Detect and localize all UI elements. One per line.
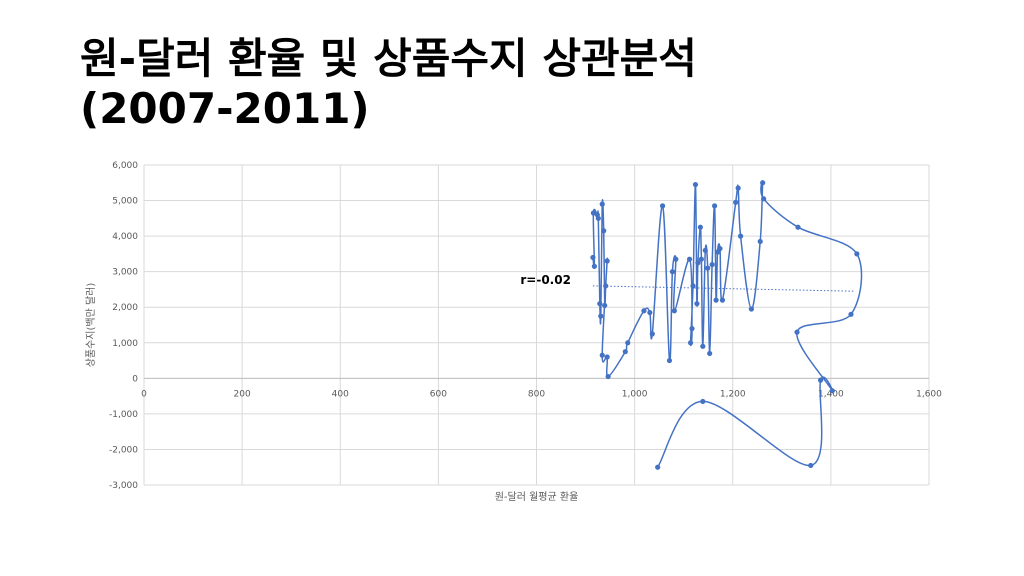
data-point — [605, 373, 611, 380]
y-tick-label: 2,000 — [112, 303, 138, 313]
data-point — [817, 377, 824, 383]
data-point — [687, 340, 694, 346]
y-axis-tick-labels: -3,000 -2,000 -1,000 0 1,000 2,000 3,000 4,000 5… — [109, 161, 138, 491]
data-point — [795, 224, 801, 230]
x-tick-label: 0 — [141, 389, 147, 399]
slide-title: 원-달러 환율 및 상품수지 상관분석 (2007-2011) — [80, 34, 697, 134]
y-tick-label: -2,000 — [109, 445, 138, 455]
data-point — [711, 203, 718, 209]
data-point — [690, 283, 696, 289]
data-point — [649, 331, 655, 337]
y-tick-label: 0 — [132, 374, 138, 384]
data-point — [713, 297, 719, 303]
data-point — [717, 245, 723, 252]
data-point — [738, 233, 744, 239]
data-point — [709, 261, 715, 268]
data-point — [707, 350, 713, 357]
data-point — [647, 309, 653, 316]
data-point — [702, 247, 708, 253]
data-point — [719, 297, 726, 303]
data-point — [748, 306, 754, 312]
data-point — [659, 203, 666, 209]
data-point — [603, 283, 609, 289]
x-tick-label: 1,000 — [622, 389, 648, 399]
data-point — [808, 462, 814, 469]
series-line — [592, 180, 863, 468]
data-point — [601, 228, 607, 234]
x-tick-label: 400 — [332, 389, 349, 399]
data-point — [625, 340, 631, 346]
x-tick-label: 1,200 — [720, 389, 746, 399]
data-point — [700, 343, 706, 349]
y-tick-label: 4,000 — [112, 232, 138, 242]
data-point — [673, 256, 679, 262]
data-point — [695, 260, 701, 266]
data-point — [733, 199, 739, 205]
x-tick-label: 1,600 — [916, 389, 942, 399]
data-point — [692, 181, 699, 188]
y-tick-label: -1,000 — [109, 410, 138, 420]
data-point — [604, 258, 610, 264]
data-point — [794, 329, 800, 335]
data-point — [671, 308, 677, 314]
data-point — [705, 265, 711, 271]
data-point — [622, 349, 628, 355]
y-tick-label: 5,000 — [112, 197, 138, 207]
y-tick-label: 6,000 — [112, 161, 138, 171]
data-point — [595, 215, 601, 221]
data-point — [655, 464, 661, 470]
data-point — [686, 256, 693, 262]
x-tick-label: 600 — [430, 389, 447, 399]
slide-title-line1: 원-달러 환율 및 상품수지 상관분석 — [80, 34, 697, 83]
trendline-label: r=-0.02 — [520, 273, 571, 287]
x-axis-tick-labels: 0 200 400 600 800 1,000 1,200 1,400 1,600 — [141, 389, 942, 399]
data-point — [590, 210, 597, 216]
data-point — [700, 398, 706, 405]
data-point — [591, 263, 597, 269]
data-point — [599, 352, 605, 358]
data-point — [604, 354, 610, 360]
data-point — [599, 201, 605, 207]
data-point — [694, 301, 700, 307]
y-axis-title: 상품수지(백만 달러) — [85, 283, 97, 368]
x-tick-label: 200 — [234, 389, 251, 399]
data-point — [697, 224, 703, 230]
data-point — [848, 311, 854, 317]
x-tick-label: 800 — [528, 389, 545, 399]
data-point — [854, 251, 860, 257]
data-point — [641, 308, 647, 314]
x-axis-title: 원-달러 월평균 환율 — [495, 491, 579, 503]
data-point — [689, 325, 695, 332]
data-point — [735, 185, 741, 191]
series-markers — [590, 180, 860, 470]
chart-gridlines — [143, 164, 930, 486]
data-point — [761, 196, 767, 202]
data-point — [590, 254, 596, 261]
y-tick-label: 1,000 — [112, 339, 138, 349]
data-point — [666, 357, 673, 364]
y-tick-label: -3,000 — [109, 481, 138, 491]
data-point — [598, 313, 604, 319]
slide-title-line2: (2007-2011) — [80, 84, 370, 133]
data-point — [829, 388, 835, 394]
data-point — [698, 256, 704, 262]
data-point — [760, 180, 766, 186]
data-point — [757, 238, 763, 245]
data-point — [669, 269, 676, 275]
x-tick-label: 1,400 — [818, 389, 844, 399]
data-point — [602, 302, 608, 309]
y-tick-label: 3,000 — [112, 268, 138, 278]
data-point — [597, 301, 603, 307]
